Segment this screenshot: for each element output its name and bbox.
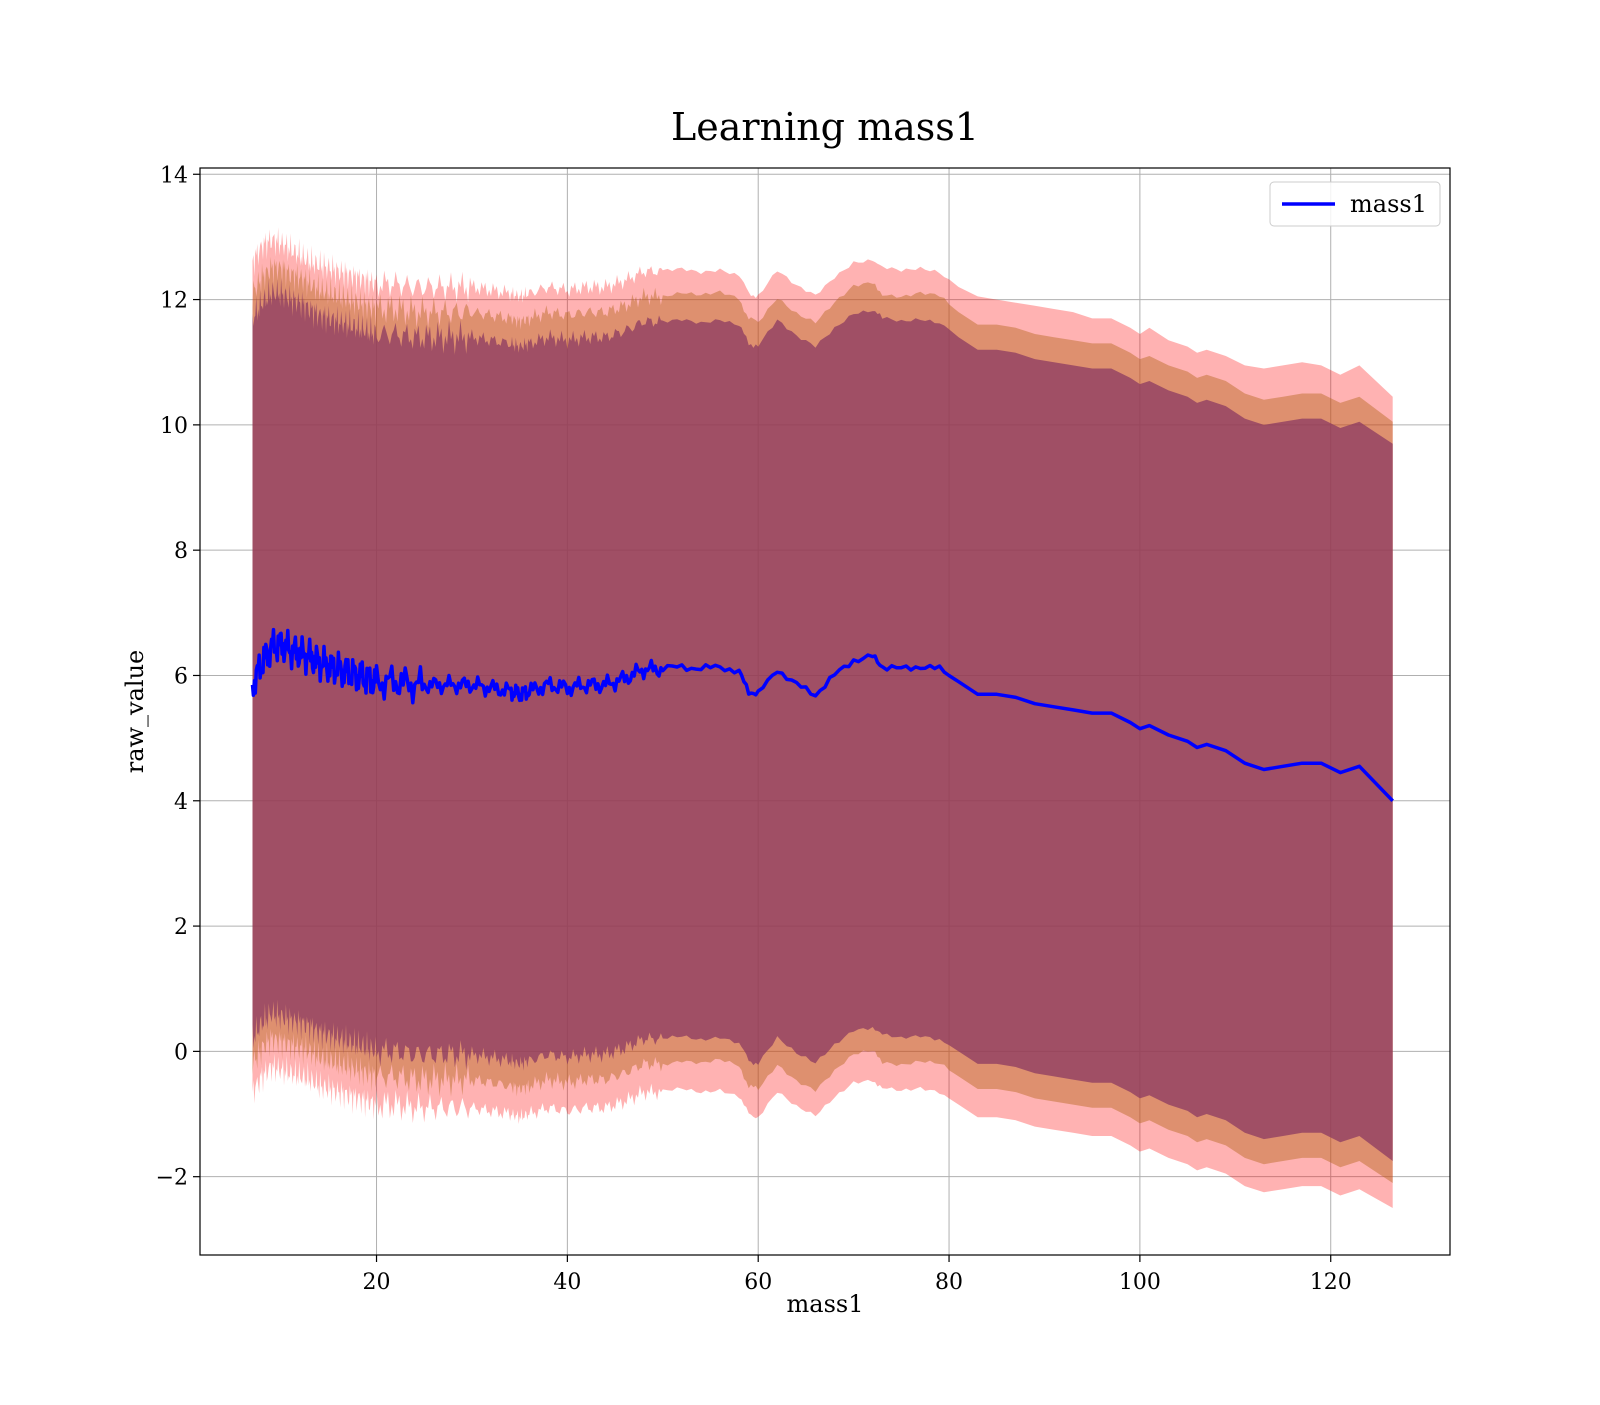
x-tick-label-40: 40	[553, 1270, 581, 1295]
y-tick-label-0: 0	[174, 1040, 188, 1065]
y-tick-label--2: −2	[156, 1166, 188, 1191]
series-line-mass1	[250, 627, 1394, 803]
x-axis-label: mass1	[787, 1290, 864, 1318]
y-tick-label-8: 8	[174, 539, 188, 564]
y-tick-label-6: 6	[174, 664, 188, 689]
y-tick-label-14: 14	[160, 163, 188, 188]
legend-box	[1269, 181, 1441, 227]
y-axis-label: raw_value	[121, 650, 149, 774]
band-layer	[252, 227, 1393, 1209]
x-tick-label-80: 80	[935, 1270, 963, 1295]
x-tick-label-20: 20	[363, 1270, 391, 1295]
y-tick-label-12: 12	[160, 289, 188, 314]
legend: mass1	[1269, 181, 1441, 227]
plot-frame	[199, 167, 1451, 1256]
y-tick-label-10: 10	[160, 414, 188, 439]
y-tick-label-2: 2	[174, 915, 188, 940]
legend-label-mass1: mass1	[1350, 190, 1427, 218]
chart-title: Learning mass1	[671, 105, 979, 149]
y-tick-label-4: 4	[174, 790, 188, 815]
x-tick-label-60: 60	[744, 1270, 772, 1295]
band-inner	[252, 278, 1393, 1161]
line-layer	[250, 627, 1394, 803]
axes-layer: 20 40 60 80 100 120 −2 0 2 4 6 8 10 12 14	[156, 163, 1451, 1295]
x-tick-label-100: 100	[1119, 1270, 1161, 1295]
x-tick-label-120: 120	[1310, 1270, 1352, 1295]
